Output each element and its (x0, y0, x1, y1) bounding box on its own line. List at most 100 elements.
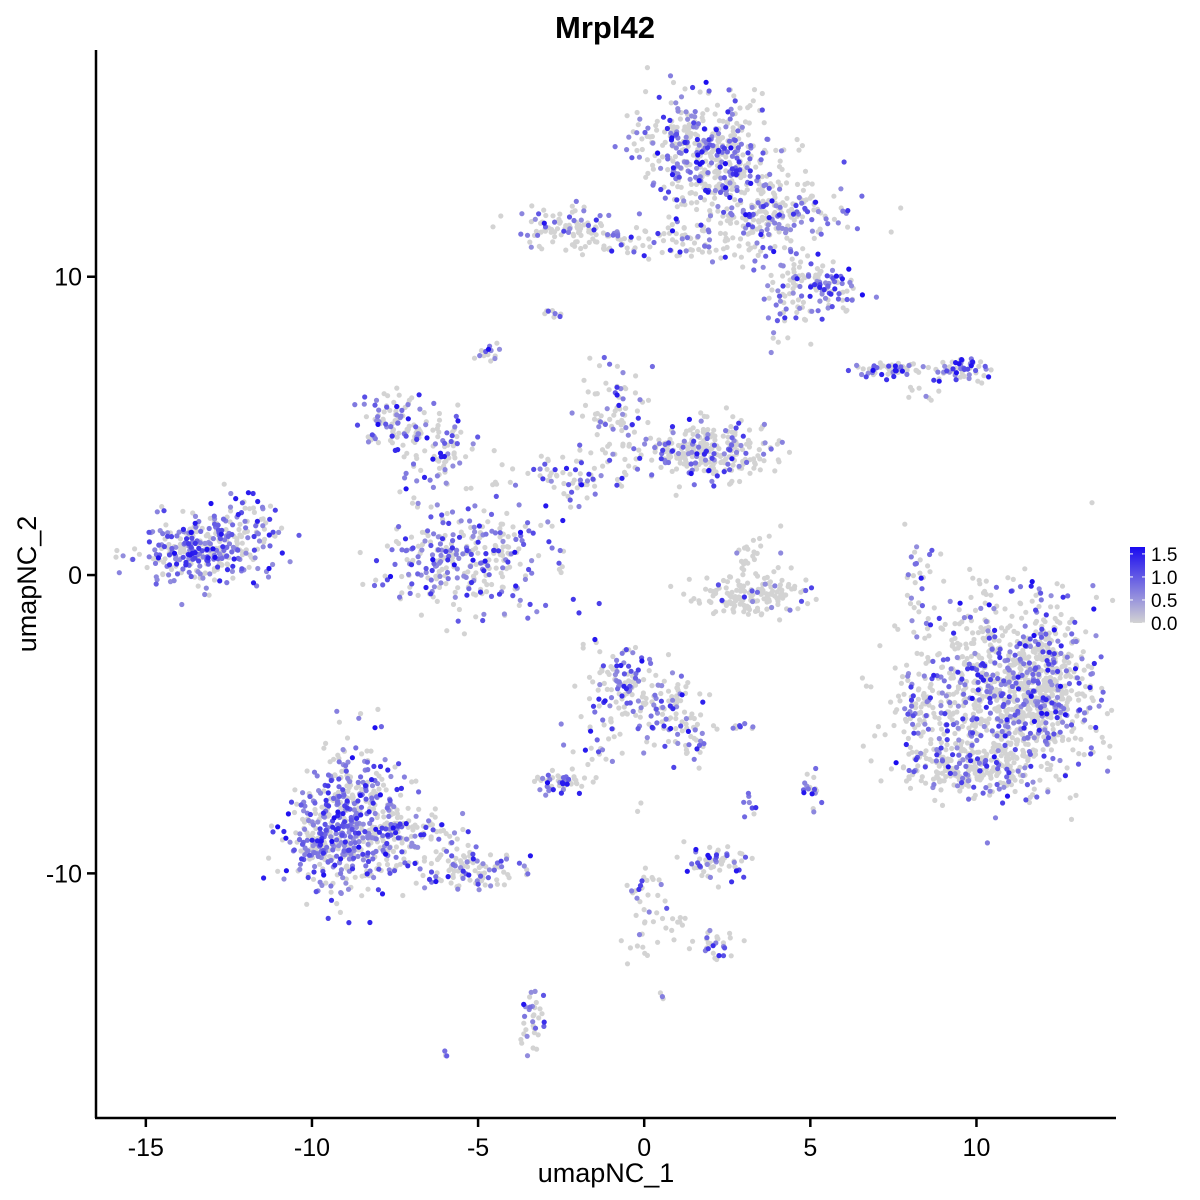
cell-point (711, 483, 717, 489)
cell-point (392, 764, 398, 770)
cell-point (999, 633, 1006, 639)
cell-point (607, 703, 613, 709)
cell-point (952, 730, 958, 737)
cell-point (652, 444, 658, 451)
cell-point (601, 243, 607, 249)
cell-point (578, 245, 584, 252)
cell-point (334, 837, 340, 843)
cell-point (659, 683, 665, 689)
cell-point (727, 447, 733, 453)
cell-point (370, 856, 376, 862)
cell-point (419, 547, 425, 553)
cell-point (736, 594, 742, 600)
cell-point (346, 847, 352, 853)
cell-point (779, 225, 785, 231)
cell-point (353, 810, 360, 817)
cell-point (222, 537, 228, 543)
cell-point (936, 388, 942, 394)
cell-point (777, 186, 783, 192)
cell-point (935, 369, 941, 375)
cell-point (774, 441, 781, 447)
cell-point (319, 804, 325, 810)
cell-point (453, 551, 459, 557)
cell-point (539, 1011, 545, 1017)
cell-point (399, 547, 405, 553)
cell-point (1109, 707, 1115, 713)
cell-point (171, 578, 177, 584)
cell-point (527, 1004, 533, 1010)
cell-point (662, 743, 668, 749)
cell-point (603, 756, 609, 762)
cell-point (1070, 747, 1076, 753)
cell-point (780, 283, 786, 289)
cell-point (925, 364, 932, 371)
cell-point (348, 840, 354, 847)
cell-point (429, 812, 435, 818)
cell-point (573, 198, 579, 204)
cell-point (741, 602, 747, 608)
cell-point (344, 863, 350, 869)
cell-point (777, 182, 784, 188)
cell-point (412, 843, 418, 850)
cell-point (427, 477, 433, 483)
cell-point (393, 844, 399, 850)
cell-point (654, 118, 660, 124)
cell-point (950, 641, 956, 648)
cell-point (717, 230, 724, 236)
cell-point (1008, 740, 1014, 746)
cell-point (675, 740, 681, 747)
cell-point (670, 79, 677, 86)
cell-point (686, 122, 692, 128)
cell-point (454, 575, 460, 581)
cell-point (1088, 751, 1094, 757)
cell-point (586, 239, 592, 245)
cell-point (647, 435, 654, 441)
cell-point (778, 523, 784, 529)
cell-point (330, 847, 336, 853)
cell-point (967, 614, 974, 620)
cell-point (984, 688, 990, 695)
cell-point (825, 221, 831, 227)
cell-point (976, 703, 982, 709)
cell-point (386, 813, 392, 820)
cell-point (483, 531, 489, 537)
cell-point (662, 898, 668, 904)
cell-point (535, 232, 541, 238)
cell-point (976, 697, 983, 703)
cell-point (601, 680, 607, 687)
cell-point (246, 564, 252, 570)
cell-point (788, 238, 794, 244)
cell-point (697, 863, 703, 869)
cell-point (622, 456, 628, 462)
cell-point (410, 461, 417, 467)
cell-point (614, 476, 621, 483)
cell-point (688, 461, 694, 467)
cell-point (769, 604, 775, 611)
cell-point (802, 317, 809, 323)
cell-point (963, 641, 969, 647)
cell-point (1017, 600, 1023, 606)
cell-point (413, 424, 419, 430)
cell-point (363, 863, 369, 869)
cell-point (580, 645, 586, 651)
cell-point (723, 154, 729, 160)
cell-point (468, 485, 474, 491)
cell-point (688, 189, 695, 196)
cell-point (543, 602, 549, 609)
cell-point (1054, 694, 1061, 701)
cell-point (207, 571, 213, 577)
cell-point (987, 642, 994, 648)
cell-point (336, 793, 342, 800)
cell-point (312, 806, 318, 813)
cell-point (778, 550, 784, 556)
cell-point (1050, 647, 1056, 653)
cell-point (624, 700, 630, 706)
cell-point (482, 544, 488, 551)
cell-point (610, 232, 616, 238)
cell-point (428, 577, 434, 583)
cell-point (321, 745, 327, 751)
cell-point (1000, 800, 1006, 806)
cell-point (614, 482, 620, 488)
cell-point (659, 719, 665, 725)
cell-point (655, 892, 661, 899)
